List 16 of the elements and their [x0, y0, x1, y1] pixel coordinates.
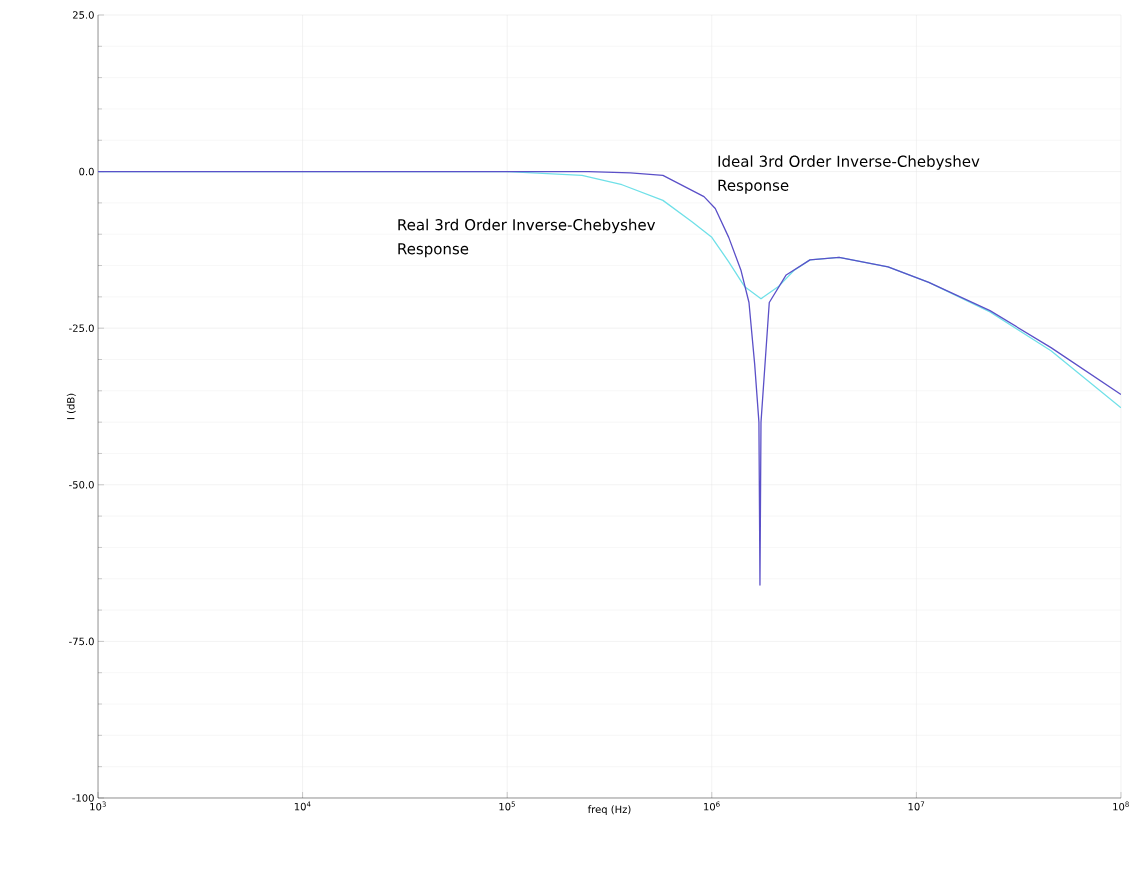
- y-tick-label: -75.0: [69, 637, 94, 646]
- y-tick-label: 25.0: [72, 11, 94, 19]
- y-tick-label: -25.0: [69, 324, 94, 332]
- series-label: Ideal 3rd Order Inverse-Chebyshev Response: [718, 155, 980, 194]
- x-tick-label: 10$^{8}$: [1113, 801, 1129, 811]
- y-tick-label: -50.0: [69, 480, 94, 489]
- x-tick-label: 10$^{3}$: [90, 801, 106, 811]
- x-tick-label: 10$^{7}$: [908, 801, 925, 811]
- x-tick-label: 10$^{4}$: [294, 801, 311, 811]
- y-axis-title: I (dB): [66, 393, 76, 420]
- y-tick-label: -100: [72, 794, 94, 802]
- x-tick-label: 10$^{6}$: [704, 801, 720, 811]
- x-axis-title: freq (Hz): [587, 805, 631, 816]
- series-label: Real 3rd Order Inverse-Chebyshev Response: [398, 218, 656, 258]
- y-tick-label: 0.0: [79, 167, 94, 176]
- x-tick-label: 10$^{5}$: [499, 801, 515, 811]
